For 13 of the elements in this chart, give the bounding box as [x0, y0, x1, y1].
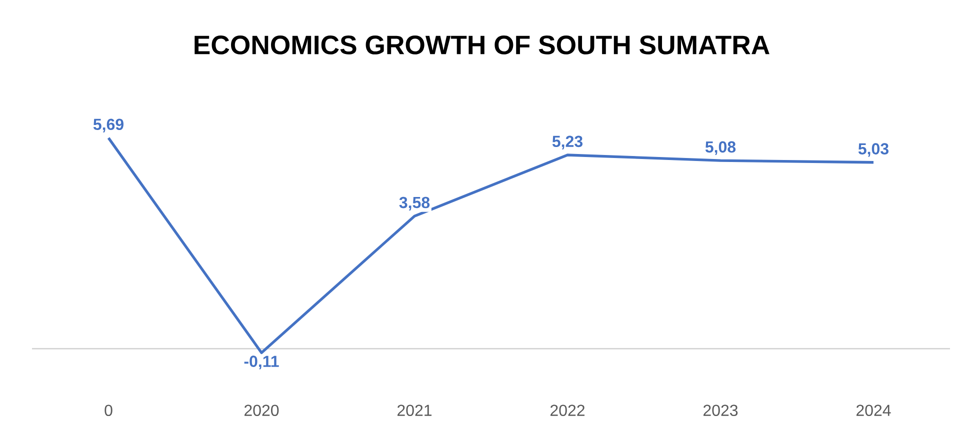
- chart-title: ECONOMICS GROWTH OF SOUTH SUMATRA: [194, 36, 770, 54]
- data-label: 5,03: [858, 143, 888, 157]
- data-label: 5,69: [93, 118, 124, 132]
- x-tick-label: 0: [104, 404, 112, 416]
- data-label: 3,58: [399, 196, 430, 210]
- data-label: 5,08: [705, 141, 736, 155]
- data-label: -0,11: [244, 356, 279, 370]
- x-tick-label: 2023: [704, 404, 738, 416]
- data-label: 5,23: [552, 136, 582, 150]
- x-tick-label: 2024: [856, 404, 891, 416]
- x-tick-label: 2021: [398, 404, 432, 416]
- x-tick-label: 2020: [244, 404, 279, 416]
- x-tick-label: 2022: [550, 404, 584, 416]
